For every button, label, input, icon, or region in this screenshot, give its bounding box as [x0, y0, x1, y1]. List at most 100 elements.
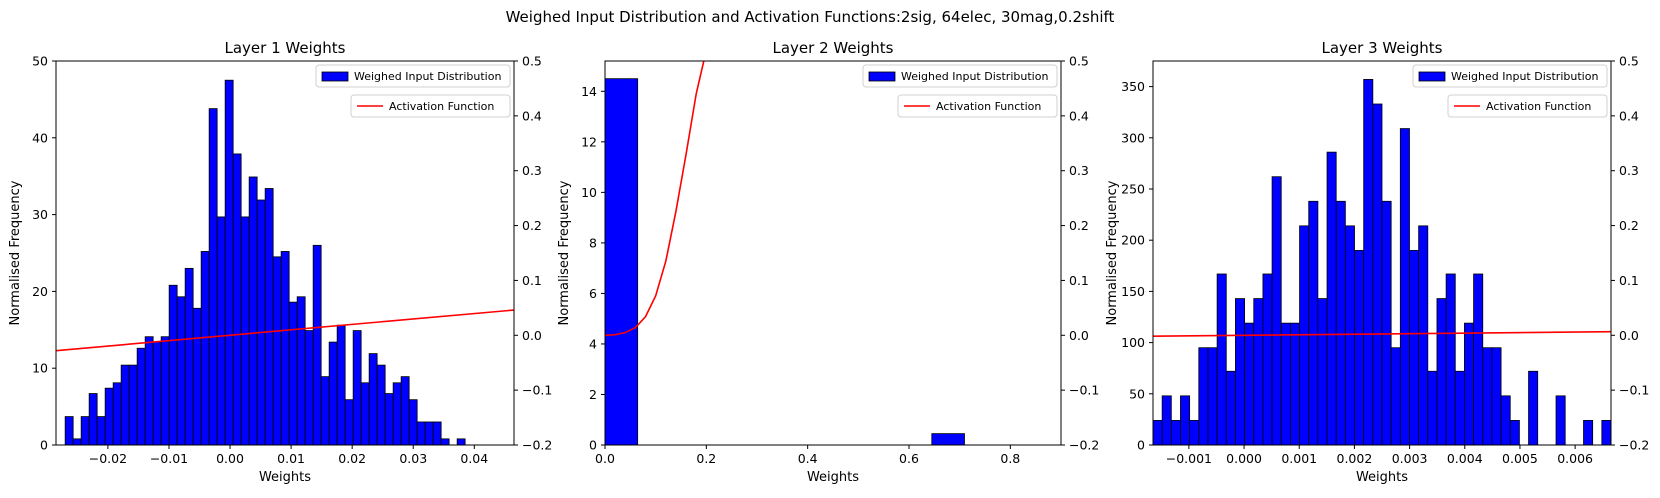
y-axis-label: Normalised Frequency	[1105, 180, 1120, 325]
bar	[1308, 200, 1319, 445]
x-tick-label: 0.02	[338, 451, 366, 466]
bar	[1482, 347, 1493, 445]
x-tick-label: 0.005	[1502, 451, 1538, 466]
x-axis-label: Weights	[807, 470, 859, 485]
bar	[1363, 79, 1374, 445]
y-tick-label: 350	[1121, 79, 1145, 94]
y2-tick-label: 0.4	[1619, 108, 1639, 123]
bar	[288, 301, 298, 445]
panel-layer-1: −0.02 −0.01 0.00 0.01 0.02 0.03 0.04 0 10 20 30 40 5…	[8, 39, 552, 485]
panel-title: Layer 1 Weights	[225, 39, 346, 57]
activation-line	[605, 61, 705, 337]
bar	[1601, 420, 1611, 445]
bar	[248, 176, 258, 445]
y2-tick-label: 0.3	[522, 163, 542, 178]
bar	[192, 307, 202, 445]
legend-box-activation	[897, 94, 1058, 118]
bar	[1216, 273, 1227, 445]
bar	[208, 108, 218, 445]
y-tick-label: 0	[40, 438, 48, 453]
bar	[400, 376, 410, 445]
bar	[1390, 347, 1401, 445]
y-tick-label: 50	[32, 54, 48, 69]
y-axis-label: Normalised Frequency	[8, 180, 23, 325]
bar	[72, 438, 82, 445]
y2-tick-label: 0.0	[1619, 328, 1639, 343]
legend-box-distribution	[862, 64, 1058, 88]
y-tick-label: 200	[1121, 233, 1145, 248]
x-tick-label: −0.01	[150, 451, 188, 466]
bar	[1180, 395, 1191, 445]
y2-tick-label: −0.1	[1619, 383, 1649, 398]
bar	[272, 256, 282, 445]
y-tick-label: 6	[589, 286, 597, 301]
bar	[1170, 420, 1181, 445]
bars	[64, 79, 466, 445]
x-tick-label: 0.001	[1281, 451, 1317, 466]
x-tick-label: 0.04	[460, 451, 488, 466]
bar	[1326, 151, 1337, 445]
bar	[1244, 322, 1255, 445]
legend-label-activation: Activation Function	[389, 100, 494, 113]
x-tick-label: 0.004	[1447, 451, 1483, 466]
bar	[931, 433, 965, 445]
bar	[136, 347, 146, 445]
bar	[1473, 273, 1484, 445]
y-tick-label: 0	[1137, 438, 1145, 453]
bar	[232, 153, 242, 445]
bar	[296, 296, 306, 445]
plot-frame	[604, 60, 1062, 446]
y-tick-label: 10	[581, 185, 597, 200]
x-axis-label: Weights	[259, 470, 311, 485]
bar	[112, 382, 122, 445]
x-tick-label: 0.8	[1000, 451, 1020, 466]
y2-tick-label: 0.1	[1619, 273, 1639, 288]
bar	[168, 284, 178, 445]
plot-frame	[1152, 60, 1612, 446]
y-tick-label: 150	[1121, 284, 1145, 299]
y-tick-label: 0	[589, 438, 597, 453]
bar	[1583, 420, 1594, 445]
bar	[1207, 347, 1218, 445]
bar	[1528, 370, 1539, 445]
bar	[1509, 420, 1520, 445]
y2-tick-label: 0.0	[522, 328, 542, 343]
bar	[64, 416, 74, 445]
y2-tick-label: 0.5	[522, 54, 542, 69]
y2-tick-label: −0.1	[1069, 383, 1099, 398]
bar	[392, 382, 402, 445]
x-tick-label: 0.006	[1557, 451, 1593, 466]
x-tick-label: −0.001	[1166, 451, 1212, 466]
y2-tick-label: 0.4	[522, 108, 542, 123]
x-tick-label: 0.0	[595, 451, 615, 466]
legend-box-distribution	[315, 64, 511, 88]
x-tick-label: 0.4	[798, 451, 818, 466]
y2-tick-label: 0.0	[1069, 328, 1089, 343]
y2-tick-label: 0.2	[522, 218, 542, 233]
bar	[88, 393, 98, 445]
panel-layer-2: 0.0 0.2 0.4 0.6 0.8 0 2 4 6 8 10 12 14 −0.2 −0.1 0.0 0.1…	[557, 39, 1099, 485]
y2-tick-label: 0.1	[1069, 273, 1089, 288]
y-tick-label: 300	[1121, 130, 1145, 145]
bar	[1161, 395, 1172, 445]
bar	[1335, 200, 1346, 445]
bar	[1354, 250, 1365, 445]
bar	[1399, 128, 1410, 445]
y2-tick-label: 0.2	[1619, 218, 1639, 233]
x-tick-label: 0.6	[899, 451, 919, 466]
bar	[440, 438, 450, 445]
y-tick-label: 250	[1121, 182, 1145, 197]
y2-tick-label: −0.1	[522, 383, 552, 398]
bar	[104, 387, 114, 445]
y-tick-label: 2	[589, 387, 597, 402]
bar	[1253, 298, 1264, 445]
figure-suptitle: Weighed Input Distribution and Activatio…	[506, 8, 1115, 26]
bar	[432, 421, 442, 445]
y-tick-label: 12	[581, 134, 597, 149]
y2-tick-label: −0.2	[1619, 438, 1649, 453]
bar	[1555, 395, 1566, 445]
y2-tick-label: 0.3	[1619, 163, 1639, 178]
bar	[424, 421, 434, 445]
y2-tick-label: −0.2	[522, 438, 552, 453]
bar	[1198, 347, 1209, 445]
